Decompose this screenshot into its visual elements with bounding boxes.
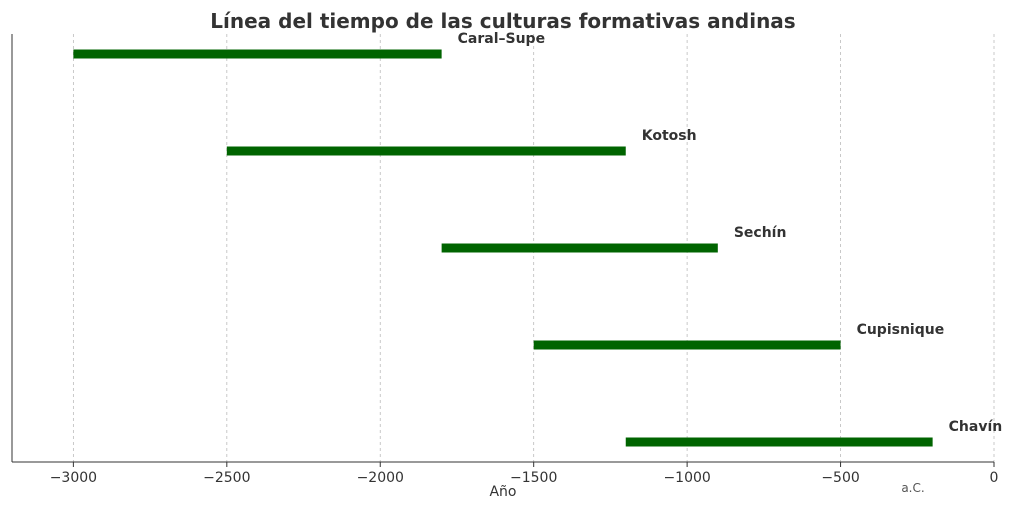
bar-label: Sechín [734, 225, 787, 241]
timeline-bar [226, 146, 626, 156]
x-tick-label: −1500 [510, 470, 557, 486]
grid-lines [72, 34, 995, 462]
x-axis-ticks: −3000 −2500 −2000 −1500 −1000 −500 0 [50, 462, 999, 486]
x-tick-label: −2000 [357, 470, 404, 486]
x-tick-label: −2500 [203, 470, 250, 486]
timeline-bar [533, 340, 841, 350]
era-annotation: a.C. [901, 481, 924, 495]
x-tick-label: −3000 [50, 470, 97, 486]
bar-label: Kotosh [642, 128, 697, 144]
bar-label: Cupisnique [857, 322, 945, 338]
timeline-bar [625, 437, 933, 447]
x-tick-label: −500 [821, 470, 859, 486]
bar-label: Caral–Supe [458, 31, 545, 47]
bar-label: Chavín [949, 419, 1003, 435]
timeline-bar [441, 243, 718, 253]
bars-group: Caral–Supe Kotosh Sechín Cupisnique Chavín [73, 31, 1002, 447]
x-tick-label: −1000 [663, 470, 710, 486]
x-tick-label: 0 [990, 470, 999, 486]
x-axis-label: Año [489, 484, 516, 500]
chart-title: Línea del tiempo de las culturas formati… [210, 9, 795, 33]
timeline-bar [73, 49, 442, 59]
